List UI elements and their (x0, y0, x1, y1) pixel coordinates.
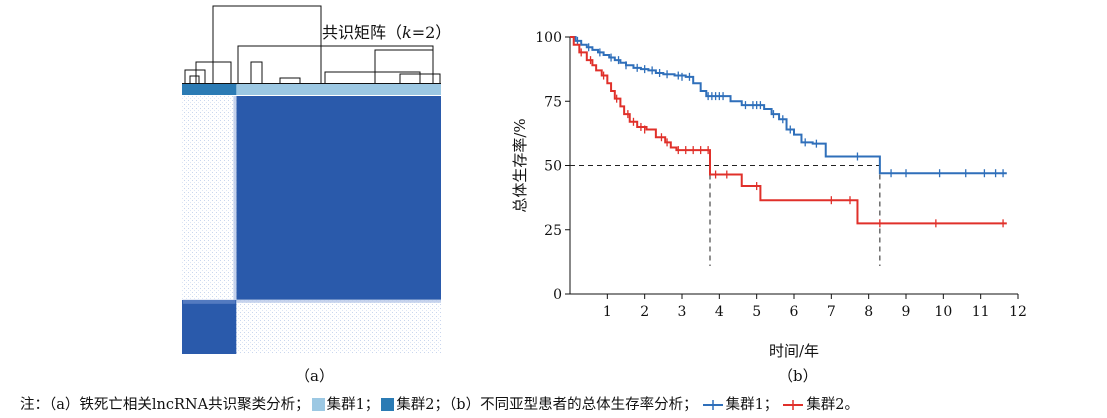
matrix-block-3 (182, 96, 237, 300)
annotation-cluster1 (236, 84, 441, 95)
dendrogram-branch (195, 61, 232, 84)
dendrogram-branch (184, 69, 206, 84)
median-survival-lines (570, 165, 881, 266)
annotation-cluster2 (182, 84, 237, 95)
panel-b-label: （b） (778, 367, 818, 385)
panel-a-label: （a） (295, 367, 334, 385)
x-tick-label: 11 (972, 304, 990, 320)
note-cluster2-b: 集群2。 (806, 397, 860, 413)
dendrogram-branch (189, 75, 200, 84)
cluster2-swatch (381, 398, 395, 411)
dendrogram-branch (374, 49, 433, 84)
note-prefix: 注：（a）铁死亡相关lncRNA共识聚类分析； (20, 397, 310, 413)
x-tick-label: 1 (603, 304, 612, 320)
x-tick-label: 4 (715, 304, 724, 320)
cluster-annotation-bar (182, 84, 441, 95)
x-tick-label: 5 (752, 304, 761, 320)
note-cluster1-a: 集群1； (326, 397, 380, 413)
matrix-edge (233, 96, 237, 300)
x-tick-label: 2 (640, 304, 649, 320)
cluster2-line-legend-icon (783, 400, 804, 410)
dendrogram-branch (212, 5, 322, 84)
dendrogram-branch (279, 77, 301, 84)
matrix-edge (183, 299, 236, 304)
matrix-edge (236, 299, 441, 303)
note-cluster2-a: 集群2； (396, 397, 450, 413)
y-tick-label: 0 (553, 287, 562, 303)
dendrogram-branch (237, 45, 434, 84)
matrix-block-1 (236, 96, 441, 300)
y-tick-label: 75 (544, 94, 562, 110)
matrix-block-2 (182, 299, 237, 354)
y-tick-label: 50 (544, 159, 562, 175)
dendrogram (182, 5, 441, 85)
x-tick-label: 3 (678, 304, 687, 320)
dendrogram-branch (250, 61, 263, 84)
note-cluster1-b: 集群1； (725, 397, 779, 413)
y-tick-label: 25 (544, 223, 562, 239)
km-curves (570, 36, 1007, 228)
cluster1-line-legend-icon (702, 400, 723, 410)
km-curve-series-1 (570, 36, 1007, 175)
figure-note: 注：（a）铁死亡相关lncRNA共识聚类分析； 集群1； 集群2；（b）不同亚型患者… (20, 393, 1100, 414)
cluster1-swatch (311, 398, 325, 411)
y-tick-label: 100 (535, 30, 562, 46)
x-tick-label: 12 (1009, 304, 1027, 320)
dendrogram-branch (324, 71, 421, 84)
dendrogram-branch (399, 73, 441, 84)
x-axis-label: 时间/年 (769, 342, 819, 360)
consensus-matrix (182, 96, 441, 354)
note-middle: （b）不同亚型患者的总体生存率分析； (449, 397, 698, 413)
x-tick-label: 6 (790, 304, 799, 320)
x-tick-label: 7 (827, 304, 836, 320)
heatmap-title: 共识矩阵（k=2） (322, 23, 451, 42)
y-axis-label: 总体生存率/% (511, 118, 529, 212)
matrix-block-4 (236, 299, 441, 354)
x-tick-label: 9 (902, 304, 911, 320)
x-tick-label: 8 (864, 304, 873, 320)
x-tick-label: 10 (934, 304, 952, 320)
km-curve-series-2 (570, 36, 1007, 225)
panel-a-consensus-matrix: 共识矩阵（k=2） （a） (182, 5, 451, 385)
